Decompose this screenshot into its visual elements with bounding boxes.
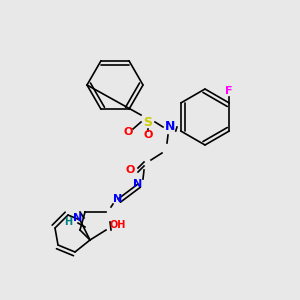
Text: F: F — [226, 86, 233, 96]
Text: N: N — [74, 213, 82, 223]
Text: H: H — [64, 217, 72, 227]
Text: O: O — [123, 127, 133, 137]
Text: N: N — [113, 194, 123, 204]
Text: O: O — [143, 130, 153, 140]
Text: N: N — [134, 179, 142, 189]
Text: O: O — [125, 165, 135, 175]
Text: OH: OH — [110, 220, 126, 230]
Text: S: S — [143, 116, 152, 128]
Text: N: N — [165, 121, 175, 134]
